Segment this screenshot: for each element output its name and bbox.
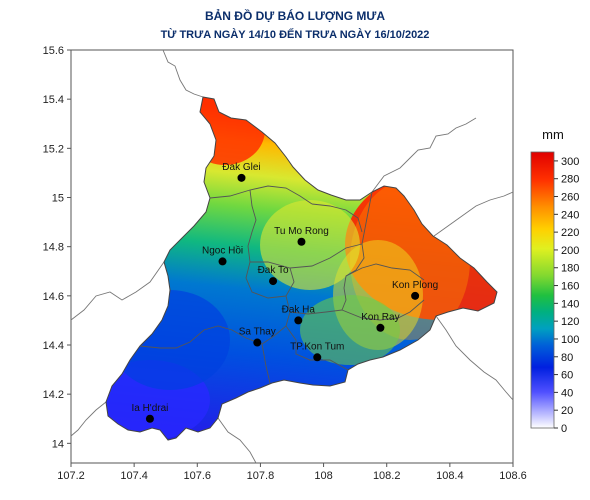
x-axis: 107.2 107.4 107.6 107.8 108 108.2 108.4 108.6 [57, 463, 527, 482]
city-marker [218, 257, 227, 266]
legend-tick-label: 260 [561, 192, 579, 204]
legend-tick-label: 180 [561, 263, 579, 275]
legend-tick-label: 220 [561, 227, 579, 239]
y-tick-label: 15.6 [43, 45, 64, 57]
legend-ticks: 3002802602402202001801601401201008060402… [554, 156, 579, 435]
city-marker [253, 338, 262, 347]
y-tick-label: 14.6 [43, 291, 64, 303]
legend-tick-label: 160 [561, 281, 579, 293]
legend-tick-label: 100 [561, 334, 579, 346]
legend-colorbar [530, 151, 555, 429]
map-subtitle: TỪ TRƯA NGÀY 14/10 ĐẾN TRƯA NGÀY 16/10/2… [161, 28, 430, 41]
city-marker [269, 277, 278, 286]
district-boundaries [139, 185, 425, 384]
city-marker [297, 237, 306, 246]
x-tick-label: 108.6 [499, 470, 527, 482]
legend-tick-label: 40 [561, 387, 573, 399]
city-label: Ia H'drai [131, 403, 168, 414]
legend-tick-label: 20 [561, 405, 573, 417]
y-axis: 15.6 15.4 15.2 15 14.8 14.6 14.4 14.2 14 [43, 45, 71, 450]
city-label: Ngoc Hồi [202, 244, 243, 256]
neighbor-boundaries [70, 49, 514, 464]
x-tick-label: 107.2 [57, 470, 85, 482]
city-label: Kon Ray [361, 312, 399, 323]
city-label: Đak Ha [282, 304, 316, 315]
map-title: BẢN ĐỒ DỰ BÁO LƯỢNG MƯA [205, 8, 385, 23]
legend-tick-label: 280 [561, 174, 579, 186]
legend-tick-label: 240 [561, 209, 579, 221]
legend-tick-label: 200 [561, 245, 579, 257]
legend-tick-label: 140 [561, 298, 579, 310]
city-label: Đak To [258, 265, 289, 276]
legend-tick-label: 300 [561, 156, 579, 168]
city-marker [237, 173, 246, 182]
city-markers: Đak Glei Tu Mo Rong Ngoc Hồi Đak To Kon Plon… [131, 162, 438, 423]
city-label: TP.Kon Tum [290, 341, 344, 352]
city-marker [411, 291, 420, 300]
y-tick-label: 14.2 [43, 389, 64, 401]
y-tick-label: 14.4 [43, 340, 64, 352]
city-label: Sa Thay [239, 327, 276, 338]
city-label: Tu Mo Rong [274, 226, 329, 237]
legend-tick-label: 0 [561, 423, 567, 435]
x-tick-label: 108.2 [373, 470, 401, 482]
city-label: Kon Plong [392, 280, 438, 291]
x-tick-label: 107.4 [120, 470, 148, 482]
legend-tick-label: 80 [561, 352, 573, 364]
city-label: Đak Glei [222, 162, 260, 173]
legend-tick-label: 60 [561, 370, 573, 382]
y-tick-label: 15.4 [43, 94, 64, 106]
legend-tick-label: 120 [561, 316, 579, 328]
x-tick-label: 108.4 [436, 470, 464, 482]
legend-unit: mm [542, 127, 564, 142]
city-marker [313, 353, 322, 362]
y-tick-label: 14 [52, 438, 64, 450]
y-tick-label: 14.8 [43, 242, 64, 254]
x-tick-label: 107.6 [184, 470, 212, 482]
city-marker [294, 316, 303, 325]
x-tick-label: 108 [314, 470, 332, 482]
y-tick-label: 15.2 [43, 143, 64, 155]
city-marker [145, 414, 154, 423]
x-tick-label: 107.8 [247, 470, 275, 482]
y-tick-label: 15 [52, 193, 64, 205]
city-marker [376, 323, 385, 332]
